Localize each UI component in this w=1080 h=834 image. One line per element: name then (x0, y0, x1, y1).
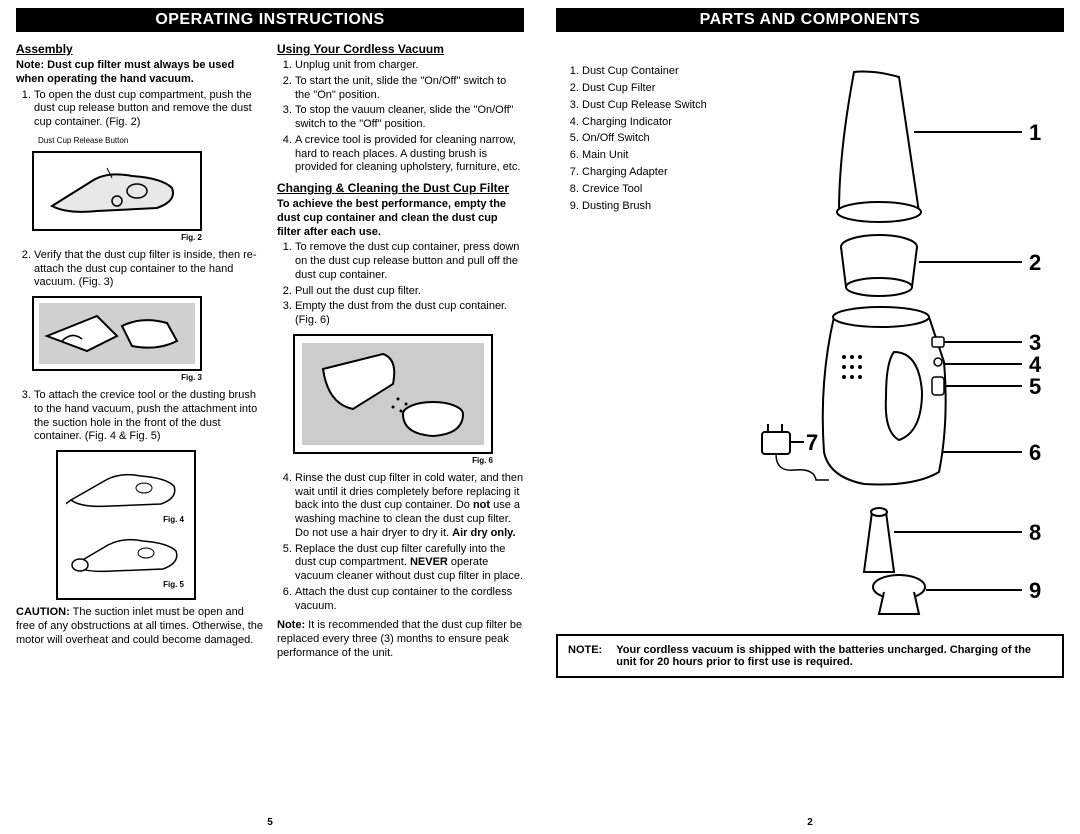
callout-8: 8 (1029, 520, 1041, 546)
part-8: Crevice Tool (582, 182, 744, 197)
fig5-label: Fig. 5 (163, 580, 184, 590)
callout-1: 1 (1029, 120, 1041, 146)
caption-release-button: Dust Cup Release Button (38, 136, 263, 146)
callout-7: 7 (806, 430, 818, 456)
fig3-label: Fig. 3 (32, 373, 202, 383)
parts-diagram: 1 2 3 4 5 6 7 8 9 (744, 62, 1064, 622)
parts-area: Dust Cup Container Dust Cup Filter Dust … (556, 62, 1064, 622)
fig4-label: Fig. 4 (163, 515, 184, 525)
changing-2: Pull out the dust cup filter. (295, 285, 524, 299)
part-1: Dust Cup Container (582, 64, 744, 79)
callout-5: 5 (1029, 374, 1041, 400)
page-number-right: 2 (540, 817, 1080, 828)
figure-2 (32, 151, 202, 231)
column-assembly: Assembly Note: Dust cup filter must alwa… (16, 42, 263, 661)
changing-4: Rinse the dust cup filter in cold water,… (295, 472, 524, 541)
assembly-steps-2: Verify that the dust cup filter is insid… (16, 249, 263, 290)
columns: Assembly Note: Dust cup filter must alwa… (16, 42, 524, 661)
page-parts: PARTS AND COMPONENTS Dust Cup Container … (540, 0, 1080, 834)
figure-3 (32, 296, 202, 371)
assembly-step-3: To attach the crevice tool or the dustin… (34, 389, 263, 444)
recommendation-note: Note: It is recommended that the dust cu… (277, 619, 524, 660)
part-5: On/Off Switch (582, 131, 744, 146)
parts-list: Dust Cup Container Dust Cup Filter Dust … (564, 62, 744, 622)
page-number-left: 5 (0, 817, 540, 828)
part-2: Dust Cup Filter (582, 81, 744, 96)
callout-2: 2 (1029, 250, 1041, 276)
changing-6: Attach the dust cup container to the cor… (295, 586, 524, 614)
heading-changing: Changing & Cleaning the Dust Cup Filter (277, 181, 524, 196)
part-4: Charging Indicator (582, 115, 744, 130)
caution-block: CAUTION: The suction inlet must be open … (16, 606, 263, 647)
changing-1: To remove the dust cup container, press … (295, 241, 524, 282)
callout-6: 6 (1029, 440, 1041, 466)
fig2-label: Fig. 2 (32, 233, 202, 243)
heading-assembly: Assembly (16, 42, 263, 57)
assembly-steps: To open the dust cup compartment, push t… (16, 89, 263, 130)
using-steps: Unplug unit from charger. To start the u… (277, 59, 524, 175)
callout-9: 9 (1029, 578, 1041, 604)
using-1: Unplug unit from charger. (295, 59, 524, 73)
using-2: To start the unit, slide the "On/Off" sw… (295, 75, 524, 103)
changing-steps-4: Rinse the dust cup filter in cold water,… (277, 472, 524, 614)
fig6-label: Fig. 6 (293, 456, 493, 466)
changing-5: Replace the dust cup filter carefully in… (295, 543, 524, 584)
assembly-steps-3: To attach the crevice tool or the dustin… (16, 389, 263, 444)
figure-6 (293, 334, 493, 454)
caution-label: CAUTION: (16, 606, 70, 618)
note-text: Your cordless vacuum is shipped with the… (616, 644, 1052, 668)
changing-steps: To remove the dust cup container, press … (277, 241, 524, 328)
assembly-step-1: To open the dust cup compartment, push t… (34, 89, 263, 130)
assembly-note: Note: Dust cup filter must always be use… (16, 59, 263, 87)
page-operating: OPERATING INSTRUCTIONS Assembly Note: Du… (0, 0, 540, 834)
heading-using: Using Your Cordless Vacuum (277, 42, 524, 57)
header-parts: PARTS AND COMPONENTS (556, 8, 1064, 32)
using-4: A crevice tool is provided for cleaning … (295, 134, 524, 175)
figure-4-5: Fig. 4 Fig. 5 (56, 450, 196, 600)
note-label: NOTE: (568, 644, 602, 668)
column-using: Using Your Cordless Vacuum Unplug unit f… (277, 42, 524, 661)
changing-3: Empty the dust from the dust cup contain… (295, 300, 524, 328)
part-7: Charging Adapter (582, 165, 744, 180)
part-3: Dust Cup Release Switch (582, 98, 744, 113)
part-6: Main Unit (582, 148, 744, 163)
part-9: Dusting Brush (582, 199, 744, 214)
changing-note: To achieve the best performance, empty t… (277, 198, 524, 239)
header-operating: OPERATING INSTRUCTIONS (16, 8, 524, 32)
shipping-note-box: NOTE: Your cordless vacuum is shipped wi… (556, 634, 1064, 678)
using-3: To stop the vauum cleaner, slide the "On… (295, 104, 524, 132)
assembly-step-2: Verify that the dust cup filter is insid… (34, 249, 263, 290)
